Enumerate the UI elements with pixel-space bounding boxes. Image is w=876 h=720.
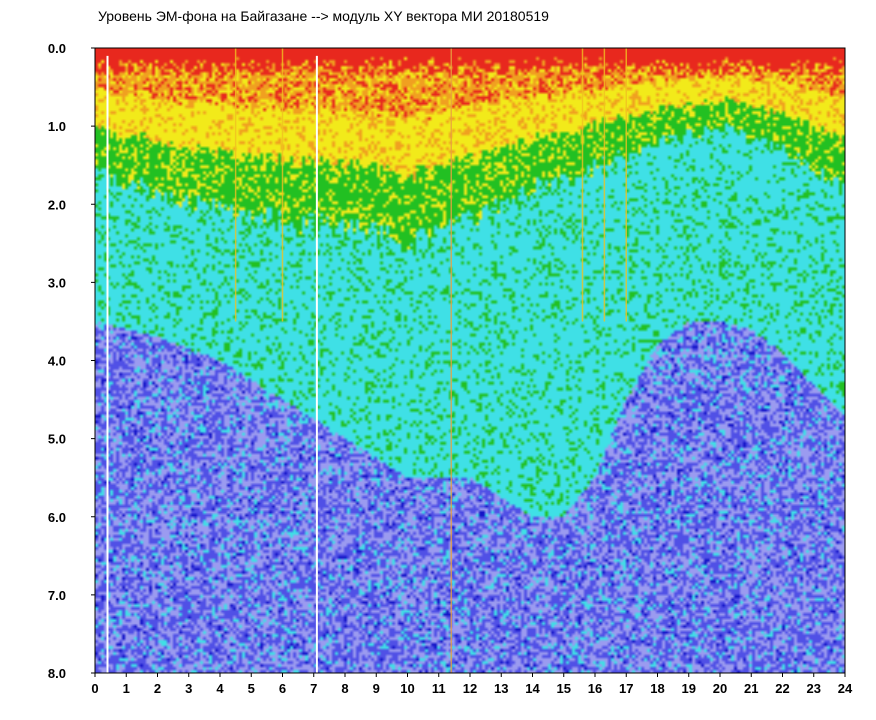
x-tick-label: 9 bbox=[373, 681, 380, 696]
x-tick-label: 8 bbox=[341, 681, 348, 696]
x-tick-label: 12 bbox=[463, 681, 477, 696]
x-tick-label: 4 bbox=[216, 681, 224, 696]
y-tick-label: 8.0 bbox=[48, 666, 66, 681]
x-tick-label: 22 bbox=[775, 681, 789, 696]
x-tick-label: 14 bbox=[525, 681, 540, 696]
y-tick-label: 7.0 bbox=[48, 588, 66, 603]
x-tick-label: 15 bbox=[557, 681, 571, 696]
x-tick-label: 3 bbox=[185, 681, 192, 696]
y-tick-label: 2.0 bbox=[48, 197, 66, 212]
y-tick-label: 0.0 bbox=[48, 41, 66, 56]
y-tick-label: 4.0 bbox=[48, 354, 66, 369]
x-tick-label: 5 bbox=[248, 681, 255, 696]
x-tick-label: 13 bbox=[494, 681, 508, 696]
x-tick-label: 17 bbox=[619, 681, 633, 696]
y-tick-label: 5.0 bbox=[48, 432, 66, 447]
chart-title: Уровень ЭМ-фона на Байгазане --> модуль … bbox=[98, 8, 549, 24]
x-tick-label: 24 bbox=[838, 681, 853, 696]
x-tick-label: 19 bbox=[682, 681, 696, 696]
heatmap-overlay bbox=[106, 48, 627, 673]
x-tick-label: 6 bbox=[279, 681, 286, 696]
x-tick-label: 18 bbox=[650, 681, 664, 696]
x-tick-label: 7 bbox=[310, 681, 317, 696]
x-tick-label: 20 bbox=[713, 681, 727, 696]
x-tick-label: 1 bbox=[123, 681, 130, 696]
x-tick-label: 10 bbox=[400, 681, 414, 696]
x-axis: 0 1 2 3 4 5 6 7 8 9 10 11 12 13 14 15 16 17 18 19 20 21 22 23 24 bbox=[91, 673, 853, 696]
x-tick-label: 16 bbox=[588, 681, 602, 696]
y-tick-label: 3.0 bbox=[48, 275, 66, 290]
y-axis: 0.0 1.0 2.0 3.0 4.0 5.0 6.0 7.0 8.0 bbox=[48, 41, 95, 681]
x-tick-label: 0 bbox=[91, 681, 98, 696]
x-tick-label: 21 bbox=[744, 681, 758, 696]
x-tick-label: 2 bbox=[154, 681, 161, 696]
y-tick-label: 6.0 bbox=[48, 510, 66, 525]
y-tick-label: 1.0 bbox=[48, 119, 66, 134]
x-tick-label: 23 bbox=[807, 681, 821, 696]
x-tick-label: 11 bbox=[432, 681, 446, 696]
heatmap-image bbox=[95, 48, 845, 673]
